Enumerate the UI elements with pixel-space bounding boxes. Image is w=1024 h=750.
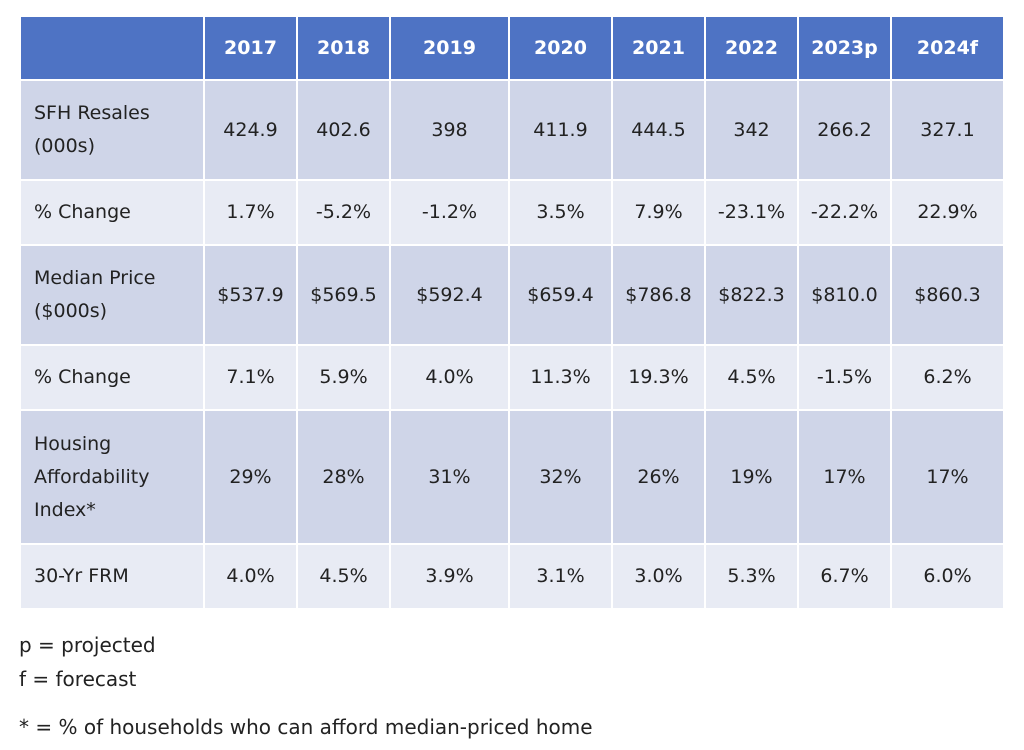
table-cell: 4.0%: [391, 346, 508, 409]
table-cell: 7.9%: [613, 181, 704, 244]
table-cell: 3.1%: [510, 545, 611, 608]
row-30yr-frm: 30-Yr FRM 4.0% 4.5% 3.9% 3.1% 3.0% 5.3% …: [21, 545, 1003, 608]
table-cell: 28%: [298, 411, 389, 543]
table-cell: 31%: [391, 411, 508, 543]
table-cell: $592.4: [391, 246, 508, 344]
note-affordability-footnote: * = % of households who can afford media…: [19, 715, 593, 739]
table-cell: 4.5%: [706, 346, 797, 409]
row-label: % Change: [21, 346, 203, 409]
table-cell: 327.1: [892, 81, 1003, 179]
table-cell: 444.5: [613, 81, 704, 179]
table-cell: 424.9: [205, 81, 296, 179]
table-cell: $822.3: [706, 246, 797, 344]
table-cell: -22.2%: [799, 181, 890, 244]
table-cell: 7.1%: [205, 346, 296, 409]
note-projected: p = projected: [19, 633, 156, 657]
table-cell: -23.1%: [706, 181, 797, 244]
table-cell: 5.9%: [298, 346, 389, 409]
table-cell: 1.7%: [205, 181, 296, 244]
row-resales-change: % Change 1.7% -5.2% -1.2% 3.5% 7.9% -23.…: [21, 181, 1003, 244]
header-row: 2017 2018 2019 2020 2021 2022 2023p 2024…: [21, 17, 1003, 79]
header-cell-2018: 2018: [298, 17, 389, 79]
row-label: % Change: [21, 181, 203, 244]
table-cell: 342: [706, 81, 797, 179]
table-cell: -1.5%: [799, 346, 890, 409]
table-cell: 6.0%: [892, 545, 1003, 608]
row-label: 30-Yr FRM: [21, 545, 203, 608]
table-cell: $659.4: [510, 246, 611, 344]
header-cell-2023p: 2023p: [799, 17, 890, 79]
table-cell: 32%: [510, 411, 611, 543]
table-cell: 22.9%: [892, 181, 1003, 244]
table-cell: -1.2%: [391, 181, 508, 244]
table-cell: 5.3%: [706, 545, 797, 608]
note-forecast: f = forecast: [19, 667, 137, 691]
header-cell-2022: 2022: [706, 17, 797, 79]
table-cell: 3.9%: [391, 545, 508, 608]
table-cell: 4.5%: [298, 545, 389, 608]
row-label: SFH Resales (000s): [21, 81, 203, 179]
table-cell: $860.3: [892, 246, 1003, 344]
header-cell-2017: 2017: [205, 17, 296, 79]
table-cell: 6.7%: [799, 545, 890, 608]
table-cell: 17%: [799, 411, 890, 543]
table-cell: 17%: [892, 411, 1003, 543]
table-cell: -5.2%: [298, 181, 389, 244]
table-cell: $569.5: [298, 246, 389, 344]
table-cell: 398: [391, 81, 508, 179]
table-cell: $537.9: [205, 246, 296, 344]
housing-market-table: 2017 2018 2019 2020 2021 2022 2023p 2024…: [19, 15, 1005, 610]
table-cell: 4.0%: [205, 545, 296, 608]
row-affordability-index: Housing Affordability Index* 29% 28% 31%…: [21, 411, 1003, 543]
row-label: Median Price ($000s): [21, 246, 203, 344]
row-label: Housing Affordability Index*: [21, 411, 203, 543]
table-cell: 3.5%: [510, 181, 611, 244]
header-cell-label: [21, 17, 203, 79]
header-cell-2020: 2020: [510, 17, 611, 79]
table-cell: 411.9: [510, 81, 611, 179]
table-cell: $786.8: [613, 246, 704, 344]
header-cell-2021: 2021: [613, 17, 704, 79]
table-notes: p = projected f = forecast * = % of hous…: [19, 628, 593, 744]
table-cell: 6.2%: [892, 346, 1003, 409]
table-cell: $810.0: [799, 246, 890, 344]
row-median-price: Median Price ($000s) $537.9 $569.5 $592.…: [21, 246, 1003, 344]
header-cell-2024f: 2024f: [892, 17, 1003, 79]
header-cell-2019: 2019: [391, 17, 508, 79]
table-cell: 3.0%: [613, 545, 704, 608]
table-cell: 266.2: [799, 81, 890, 179]
table-cell: 26%: [613, 411, 704, 543]
table-cell: 29%: [205, 411, 296, 543]
table-cell: 402.6: [298, 81, 389, 179]
row-price-change: % Change 7.1% 5.9% 4.0% 11.3% 19.3% 4.5%…: [21, 346, 1003, 409]
table-cell: 19.3%: [613, 346, 704, 409]
table-cell: 11.3%: [510, 346, 611, 409]
table-cell: 19%: [706, 411, 797, 543]
row-sfh-resales: SFH Resales (000s) 424.9 402.6 398 411.9…: [21, 81, 1003, 179]
